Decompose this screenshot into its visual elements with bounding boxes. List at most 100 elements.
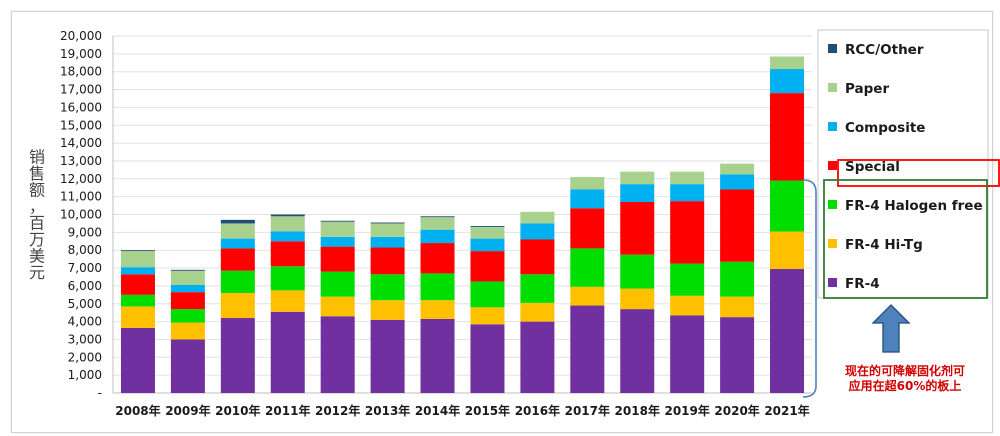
bar-segment [470,226,505,239]
bar-segment [370,223,405,237]
bar-segment [770,69,805,94]
y-axis-label: 销售额，百万美元 [29,147,45,282]
y-tick-label: 5,000 [68,297,102,311]
bar-segment [370,274,405,301]
bar-segment [670,171,705,185]
bar-segment [520,302,555,322]
y-tick-label: 9,000 [68,225,102,239]
legend-swatch [828,161,837,170]
bar-segment [270,290,305,312]
x-tick-label: 2020年 [714,403,759,418]
special-highlight-box [837,159,1000,187]
bar-segment [720,296,755,318]
bar-segment [620,288,655,310]
bar-segment [270,214,305,217]
x-tick-label: 2008年 [115,403,160,418]
bar-segment [170,322,205,340]
legend-swatch [828,239,837,248]
legend-swatch [828,44,837,53]
bar-segment [420,217,455,230]
y-tick-label: - [98,386,102,400]
bar-segment [320,220,355,222]
chart-frame [11,11,993,433]
annotation-line-2: 应用在超60%的板上 [849,378,962,393]
bar-segment [170,339,205,393]
bar-segment [520,239,555,275]
bar-segment [220,318,255,393]
bar-segment [270,231,305,242]
bar-segment [320,271,355,297]
legend-label: Composite [845,120,925,136]
bar-segment [170,285,205,293]
bar-segment [220,238,255,249]
bar-segment [420,216,455,218]
y-tick-labels: 20,000 19,000 18,000 17,000 16,000 15,000 14,0… [60,29,102,400]
x-tick-label: 2014年 [415,403,460,418]
bar-segment [470,307,505,325]
y-tick-label: 18,000 [60,65,102,79]
x-tick-label: 2010年 [215,403,260,418]
bar-segment [770,93,805,181]
x-tick-label: 2016年 [515,403,560,418]
bar-segment [320,236,355,247]
bar-segment [370,222,405,224]
bar-segment [120,251,155,268]
y-tick-label: 3,000 [68,332,102,346]
bar-segment [120,327,155,393]
bar-segment [670,295,705,316]
legend-label: Paper [845,81,889,97]
bar-segment [470,238,505,252]
bar-segment [320,246,355,272]
bar-segment [570,305,605,393]
legend-box [817,29,989,299]
bar-segment [420,243,455,274]
legend-label: RCC/Other [845,42,924,58]
bar-segment [720,163,755,175]
bracket-line [802,179,817,398]
bar-segment [120,306,155,328]
legend-swatch [828,122,837,131]
x-tick-label: 2013年 [365,403,410,418]
x-tick-label: 2017年 [565,403,610,418]
y-tick-label: 6,000 [68,279,102,293]
legend-label: FR-4 [845,276,880,292]
bar-segment [470,281,505,308]
bar-segment [220,219,255,224]
bar-segment [770,268,805,393]
annotation-overlay: 现在的可降解固化剂可 应用在超60%的板上 [802,159,1000,398]
bar-segment [570,286,605,306]
bar-segment [570,208,605,249]
bar-segment [120,267,155,275]
bar-segment [720,189,755,262]
bar-segment [620,171,655,185]
bar-segment [520,211,555,224]
up-arrow-icon [871,304,911,353]
x-tick-label: 2019年 [664,403,709,418]
bar-segment [370,236,405,248]
bar-segment [420,318,455,393]
x-tick-label: 2021年 [764,403,809,418]
bar-segment [770,180,805,232]
bar-segment [420,273,455,301]
x-tick-label: 2018年 [615,403,660,418]
bar-segment [470,251,505,282]
legend-swatch [828,278,837,287]
bar-segment [270,241,305,267]
bar-segment [420,229,455,244]
y-tick-label: 10,000 [60,208,102,222]
bar-segment [320,316,355,393]
bar-segment [620,202,655,255]
y-gridlines [112,35,812,394]
x-tick-labels: 2008年 2009年 2010年 2011年 2012年 2013年 2014年 2015年… [115,403,809,418]
bar-segment [170,270,205,286]
bar-segment [670,184,705,202]
y-tick-label: 17,000 [60,83,102,97]
y-tick-label: 14,000 [60,136,102,150]
y-tick-label: 1,000 [68,368,102,382]
bar-segment [620,184,655,203]
bar-segment [470,226,505,227]
bar-segment [170,309,205,323]
bar-segment [220,248,255,271]
bar-segment [520,274,555,303]
